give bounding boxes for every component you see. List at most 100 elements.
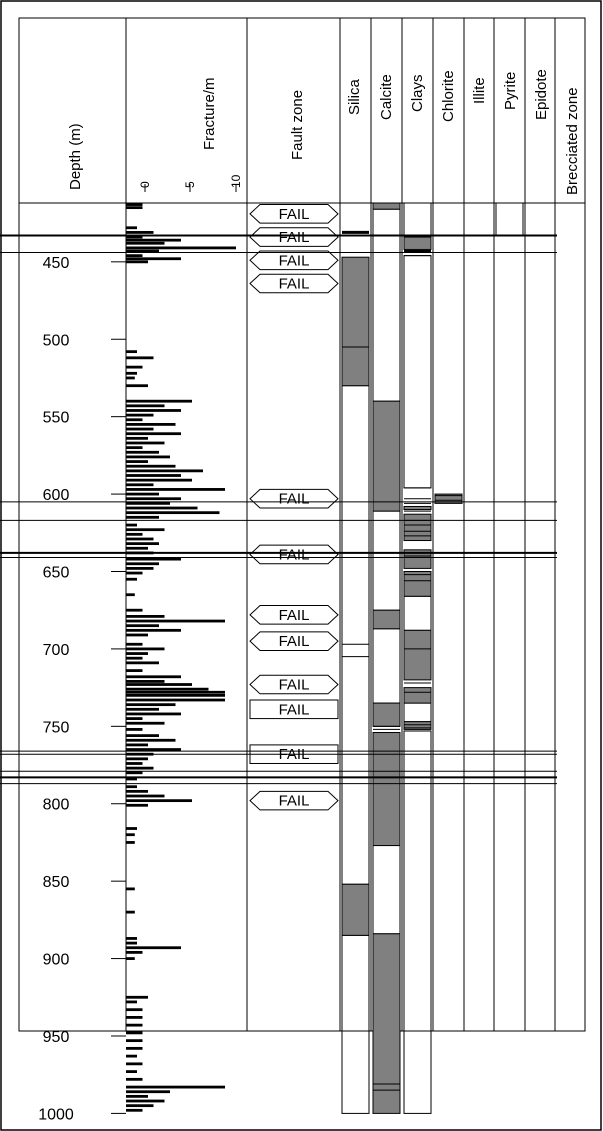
fault-zone-5 <box>249 544 339 565</box>
mineral-clays-box-1 <box>403 255 432 489</box>
fracture-bar-8 <box>126 249 159 253</box>
fracture-bar-2 <box>126 226 137 230</box>
fracture-bar-19 <box>126 404 165 408</box>
depth-tick-label-550: 550 <box>43 410 70 427</box>
column-dividers <box>125 18 556 1031</box>
fracture-bar-71 <box>126 683 192 686</box>
fracture-bar-13 <box>126 356 154 360</box>
depth-tick-label-450: 450 <box>43 255 70 272</box>
fracture-bar-84 <box>126 743 148 747</box>
fracture-bar-27 <box>126 441 165 445</box>
fracture-bar-60 <box>126 624 159 628</box>
fault-zone-label-9: FAIL <box>279 701 310 718</box>
fracture-bar-103 <box>126 941 137 945</box>
fracture-bar-74 <box>126 693 225 697</box>
mineral-columns <box>0 202 557 1114</box>
mineral-clays-fill-4 <box>403 570 432 597</box>
fracture-bar-16 <box>126 376 135 380</box>
fracture-bar-35 <box>126 478 192 482</box>
fault-zone-label-2: FAIL <box>279 252 310 269</box>
fracture-bar-94 <box>126 794 165 798</box>
mineral-clays-box-2 <box>403 595 432 631</box>
fracture-bar-49 <box>126 546 148 550</box>
fracture-bar-92 <box>126 785 137 789</box>
fracture-bar-62 <box>126 633 148 637</box>
fault-zone-label-3: FAIL <box>279 276 310 293</box>
fracture-bar-9 <box>126 254 143 258</box>
fracture-bar-53 <box>126 566 154 570</box>
fracture-tick-label-0: 0 <box>138 181 152 188</box>
fault-zone-6 <box>249 605 339 625</box>
depth-tick-label-700: 700 <box>43 642 70 659</box>
fracture-bar-52 <box>126 562 159 566</box>
mineral-calcite-box-3 <box>372 845 401 935</box>
fracture-bar-106 <box>126 957 135 960</box>
fracture-bar-87 <box>126 757 148 761</box>
fracture-bar-81 <box>126 728 143 731</box>
fault-zone-label-7: FAIL <box>279 633 310 650</box>
depth-tick-label-600: 600 <box>43 487 70 504</box>
fracture-bar-40 <box>126 501 170 505</box>
depth-tick-label-900: 900 <box>43 952 70 969</box>
depth-tick-label-750: 750 <box>43 719 70 736</box>
fault-zone-9 <box>249 699 339 720</box>
fracture-bar-43 <box>126 515 159 519</box>
fracture-bar-66 <box>126 656 143 660</box>
mineral-clays-fill-2 <box>403 513 432 542</box>
fault-zone-label-5: FAIL <box>279 546 310 563</box>
fracture-bar-33 <box>126 469 203 473</box>
fracture-bar-18 <box>126 399 192 403</box>
fracture-bar-72 <box>126 687 209 691</box>
mineral-chlorite-fill-0 <box>434 493 463 504</box>
fracture-bar-26 <box>126 436 148 440</box>
mineral-calcite-fill-0 <box>372 202 401 210</box>
fracture-bar-116 <box>126 1062 143 1066</box>
fracture-bar-30 <box>126 455 170 459</box>
fracture-bar-47 <box>126 537 154 541</box>
mineral-clays-box-4 <box>403 730 432 1114</box>
header-calcite: Calcite <box>378 74 395 120</box>
fracture-bar-88 <box>126 762 143 765</box>
fracture-bar-14 <box>126 365 143 369</box>
fracture-bar-113 <box>126 1039 143 1043</box>
mineral-calcite-fill-5 <box>372 933 401 1114</box>
fracture-bar-1 <box>126 206 143 210</box>
header-brecciated-zone: Brecciated zone <box>564 87 581 195</box>
fracture-bar-97 <box>126 827 137 830</box>
mineral-silica-box-0 <box>341 385 370 885</box>
fracture-bar-108 <box>126 1000 137 1004</box>
fracture-bar-123 <box>126 1104 154 1108</box>
mineral-silica-fill2-0 <box>341 883 370 936</box>
fracture-bar-109 <box>126 1008 143 1012</box>
fracture-bar-23 <box>126 423 176 426</box>
fracture-bar-70 <box>126 680 165 683</box>
fracture-bar-89 <box>126 766 154 770</box>
mineral-clays-box-0 <box>403 202 432 238</box>
fracture-bar-4 <box>126 235 143 239</box>
fracture-bar-75 <box>126 698 225 702</box>
fracture-tick-label-5: 5 <box>183 181 197 188</box>
mineral-clays-fill-5 <box>403 629 432 681</box>
fracture-bar-98 <box>126 833 135 837</box>
fracture-bar-115 <box>126 1054 137 1058</box>
header-epidote: Epidote <box>533 69 550 120</box>
fracture-bar-78 <box>126 712 181 716</box>
fracture-bar-41 <box>126 506 198 510</box>
fracture-bar-69 <box>126 675 181 679</box>
fracture-bars <box>126 203 236 1112</box>
fracture-bar-99 <box>126 841 135 844</box>
fracture-bar-114 <box>126 1046 143 1050</box>
fracture-tick-label-10: 10 <box>229 174 243 188</box>
fracture-bar-28 <box>126 446 143 450</box>
fracture-bar-105 <box>126 950 143 954</box>
mineral-clays-fill-0 <box>403 236 432 250</box>
fracture-bar-102 <box>126 937 137 940</box>
fracture-bar-110 <box>126 1016 143 1019</box>
mineral-calcite-fill-1 <box>372 400 401 512</box>
fault-zone-0 <box>249 204 339 224</box>
mineral-silica-box-1 <box>341 934 370 1114</box>
fault-zone-2 <box>249 250 339 271</box>
fracture-bar-119 <box>126 1085 225 1089</box>
fracture-bar-15 <box>126 371 137 375</box>
